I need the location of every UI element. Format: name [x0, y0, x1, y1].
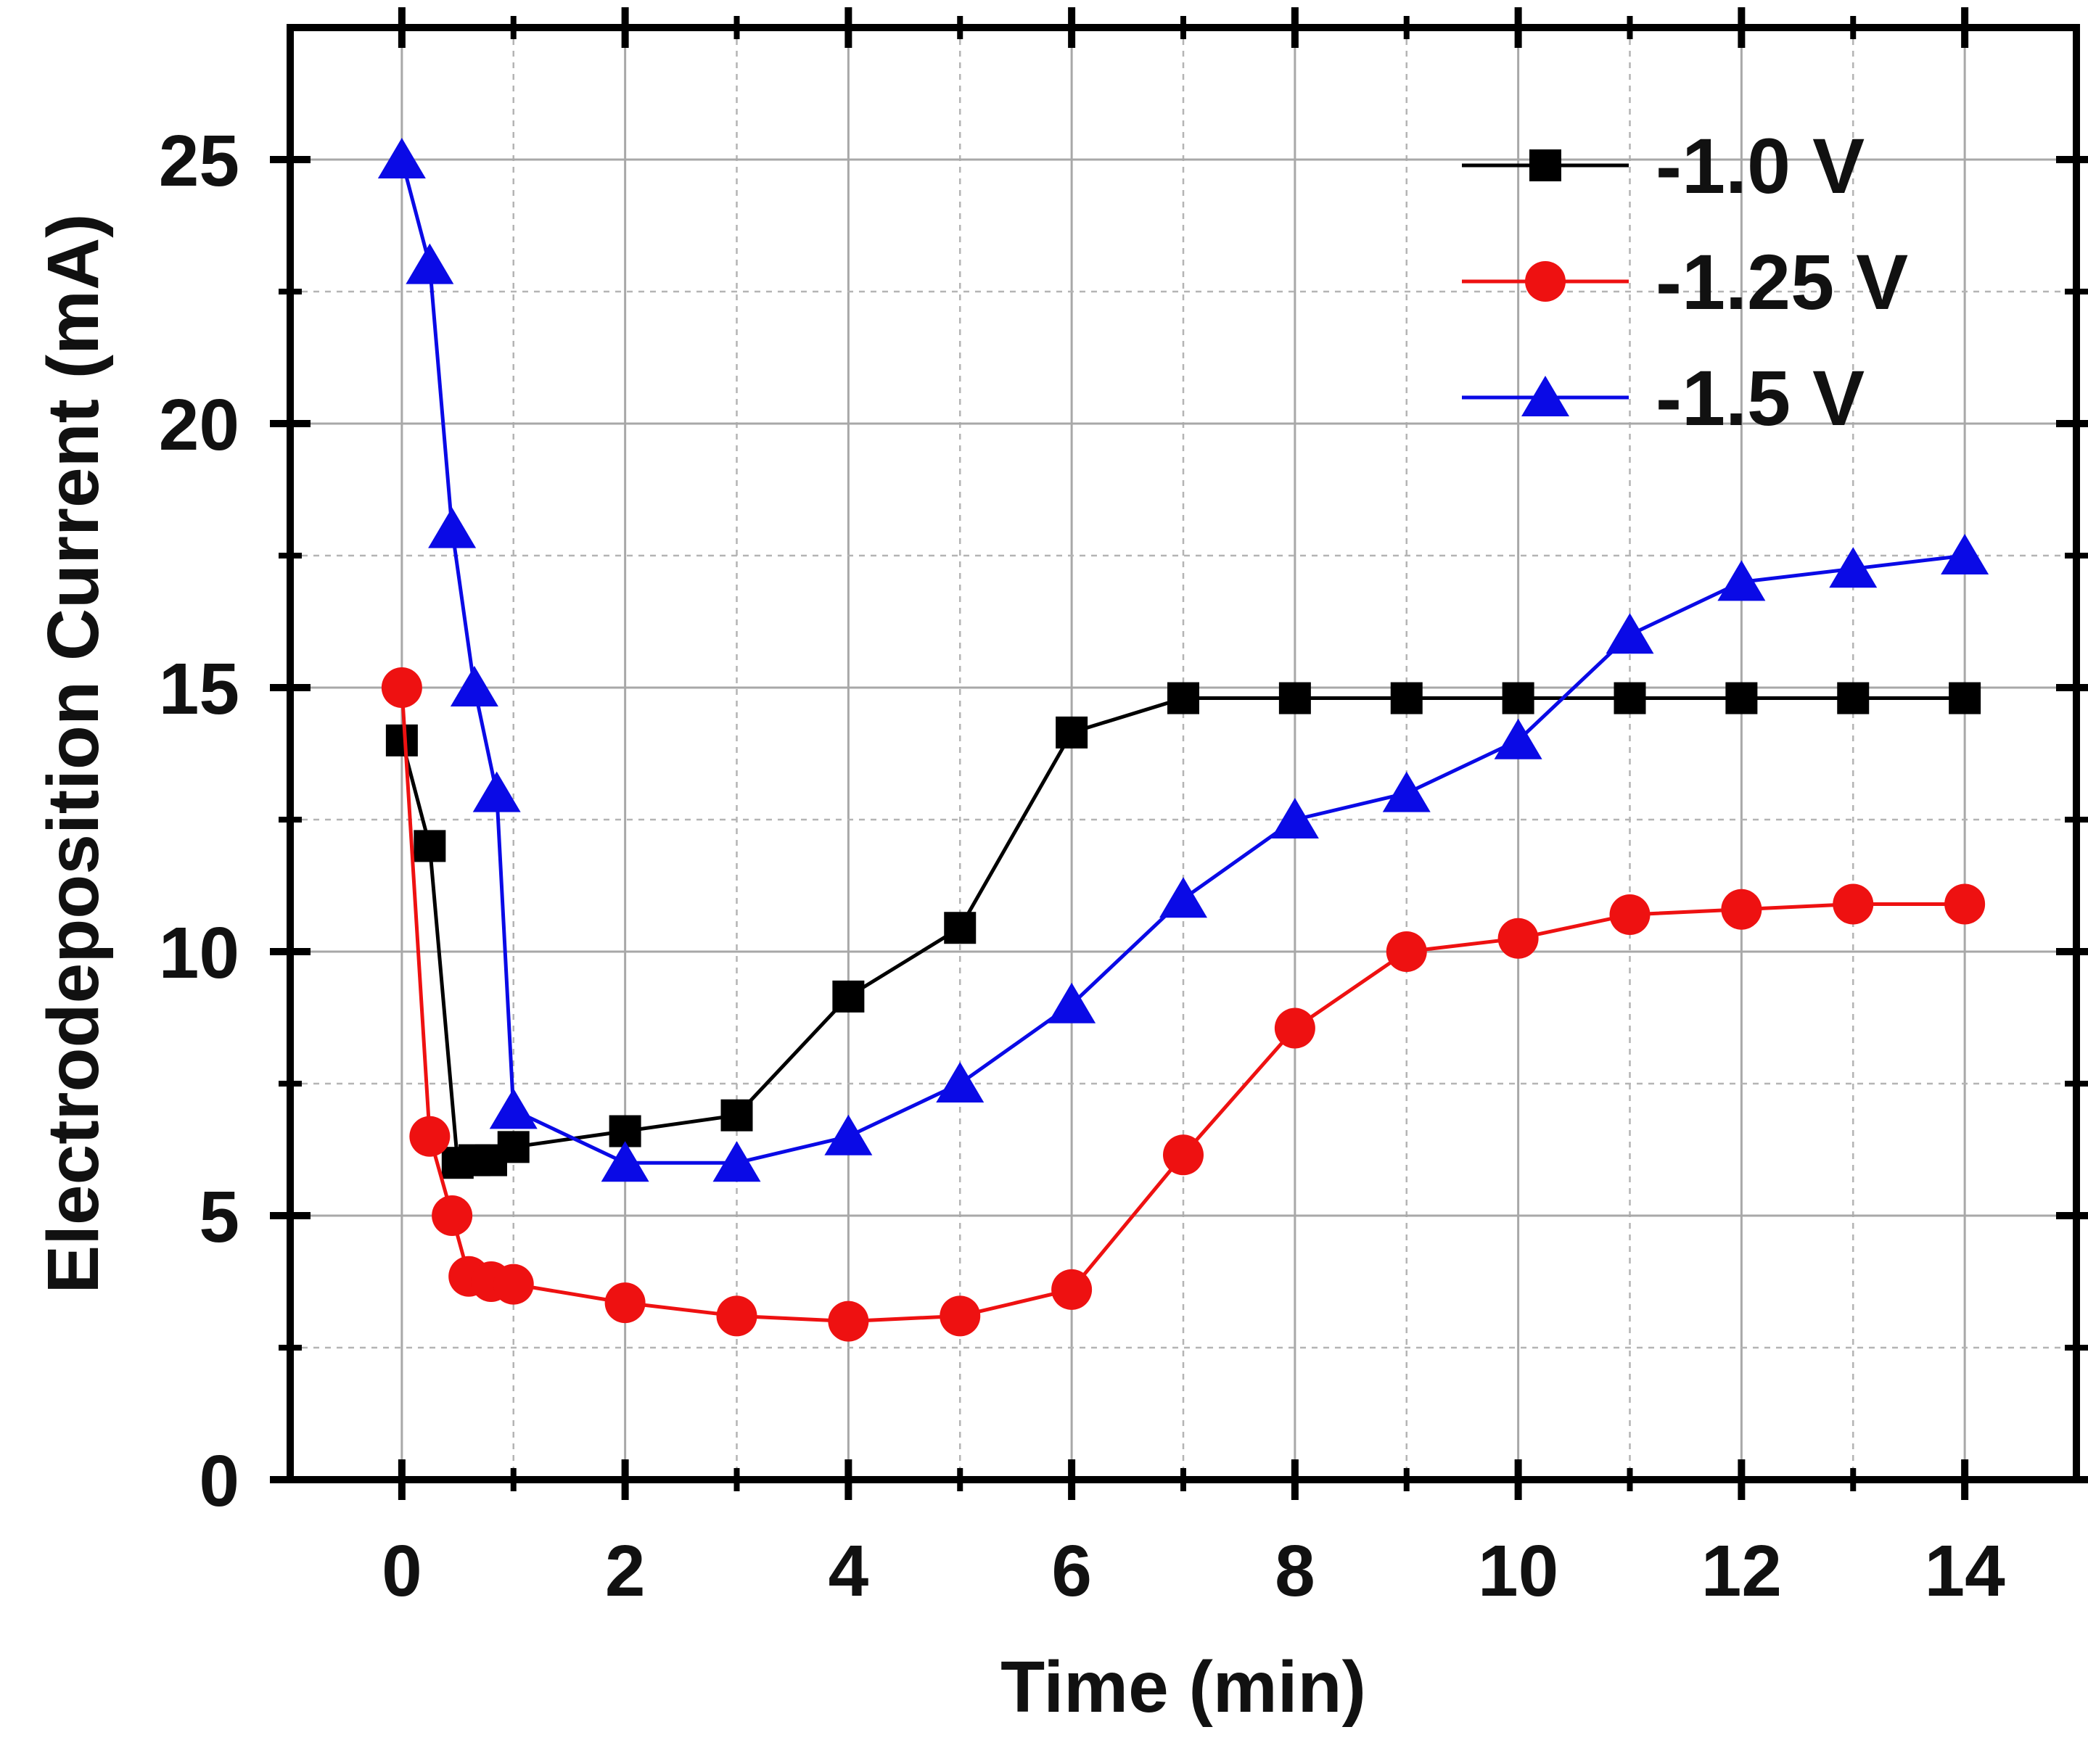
data-point-marker	[1721, 889, 1762, 930]
data-point-marker	[824, 1114, 873, 1155]
legend-entry: -1.25 V	[1462, 238, 1908, 326]
data-point-marker	[1606, 613, 1654, 654]
data-point-marker	[1270, 798, 1319, 838]
data-point-marker	[414, 830, 446, 862]
data-point-marker	[428, 507, 477, 548]
data-point-marker	[940, 1295, 981, 1337]
data-point-marker	[1382, 771, 1431, 812]
y-tick-label: 25	[159, 120, 239, 202]
data-point-marker	[1278, 682, 1311, 714]
data-point-marker	[1167, 682, 1199, 714]
legend-label: -1.0 V	[1656, 122, 1865, 210]
data-point-marker	[1829, 547, 1878, 588]
legend-entry: -1.5 V	[1462, 354, 1865, 442]
data-point-marker	[1502, 682, 1534, 714]
data-point-marker	[385, 724, 418, 757]
data-point-marker	[1163, 1134, 1204, 1176]
data-point-marker	[493, 1264, 534, 1305]
y-tick-label: 20	[159, 384, 239, 466]
x-axis-title: Time (min)	[1000, 1646, 1366, 1728]
data-point-marker	[712, 1141, 761, 1182]
data-point-marker	[1717, 560, 1766, 601]
data-point-marker	[432, 1195, 473, 1236]
data-point-marker	[377, 138, 426, 178]
data-point-marker	[1056, 716, 1088, 749]
series-3	[377, 138, 1989, 1182]
data-point-marker	[472, 771, 521, 812]
y-tick-label: 0	[199, 1441, 239, 1522]
data-point-marker	[1390, 682, 1423, 714]
x-tick-label: 6	[1051, 1530, 1092, 1612]
series-2	[381, 667, 1986, 1342]
y-tick-label: 5	[199, 1176, 239, 1258]
y-tick-label: 10	[159, 912, 239, 994]
legend-marker	[1521, 376, 1569, 416]
x-tick-label: 14	[1925, 1530, 2006, 1612]
data-point-marker	[1494, 718, 1542, 759]
data-point-marker	[497, 1131, 530, 1163]
grid	[290, 28, 2076, 1480]
data-point-marker	[828, 1301, 869, 1342]
legend-marker	[1525, 261, 1566, 302]
data-point-marker	[409, 1116, 451, 1157]
legend-label: -1.5 V	[1656, 354, 1865, 442]
data-point-marker	[381, 667, 422, 708]
data-point-marker	[1837, 682, 1870, 714]
data-point-marker	[832, 980, 865, 1013]
data-point-marker	[1614, 682, 1646, 714]
data-point-marker	[1941, 534, 1989, 574]
data-point-marker	[936, 1062, 985, 1102]
legend-label: -1.25 V	[1656, 238, 1908, 326]
x-tick-label: 8	[1275, 1530, 1315, 1612]
x-tick-label: 4	[829, 1530, 869, 1612]
x-tick-label: 10	[1478, 1530, 1558, 1612]
series-group	[377, 138, 1989, 1342]
data-point-marker	[1609, 894, 1651, 936]
data-point-marker	[1048, 982, 1096, 1023]
data-point-marker	[450, 666, 498, 706]
y-tick-label: 15	[159, 648, 239, 730]
x-tick-label: 0	[382, 1530, 422, 1612]
data-point-marker	[1944, 883, 1986, 925]
data-point-marker	[1497, 918, 1539, 959]
data-point-marker	[601, 1141, 649, 1182]
data-point-marker	[489, 1088, 538, 1129]
data-point-marker	[604, 1282, 646, 1324]
data-point-marker	[1386, 931, 1427, 972]
data-point-marker	[1725, 682, 1758, 714]
data-point-marker	[1051, 1269, 1093, 1310]
data-point-marker	[1159, 877, 1207, 918]
plot-frame	[287, 24, 2080, 1483]
data-point-marker	[716, 1295, 757, 1337]
legend: -1.0 V -1.25 V -1.5 V	[1462, 122, 1908, 442]
data-point-marker	[1833, 883, 1874, 925]
data-point-marker	[406, 243, 454, 284]
data-point-marker	[1274, 1007, 1315, 1049]
data-point-marker	[720, 1099, 753, 1132]
data-point-marker	[1949, 682, 1981, 714]
y-axis-title: Electrodeposition Current (mA)	[33, 214, 114, 1294]
legend-entry: -1.0 V	[1462, 122, 1865, 210]
x-tick-label: 2	[605, 1530, 646, 1612]
tick-labels: 0 2 4 6 8 10 12 14 0 5 10 15 20 25	[159, 120, 2005, 1612]
x-tick-label: 12	[1701, 1530, 1782, 1612]
series-1	[385, 682, 1981, 1179]
legend-marker	[1529, 149, 1561, 181]
data-point-marker	[944, 912, 977, 944]
